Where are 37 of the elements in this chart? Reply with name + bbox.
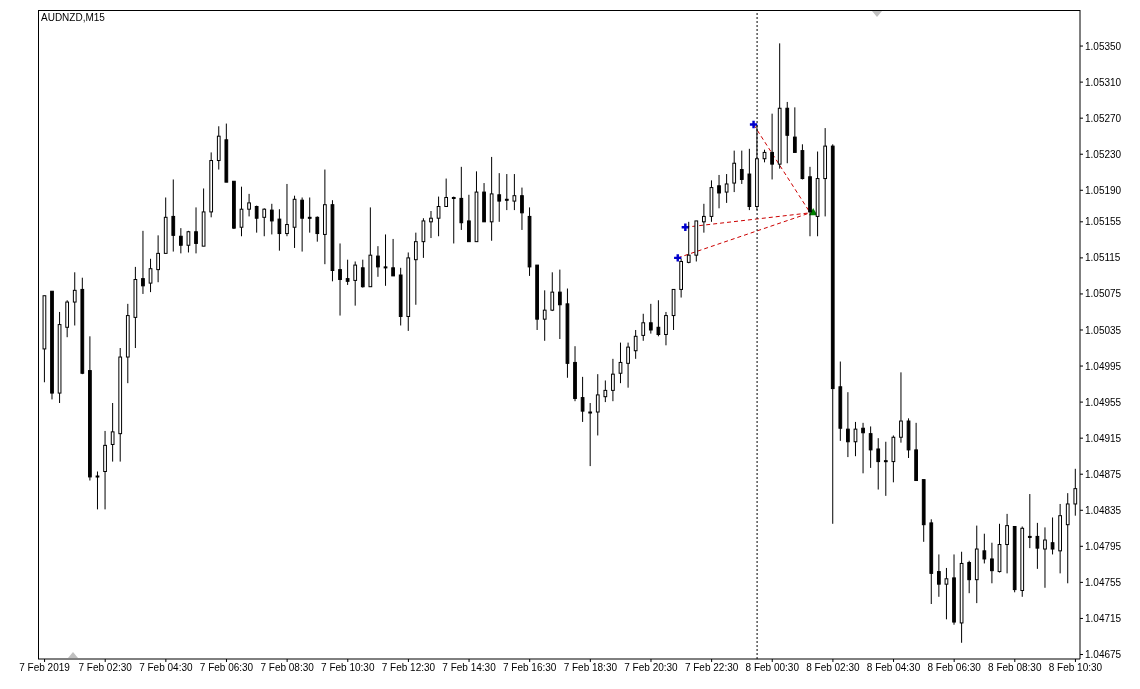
y-tick-label: 1.05350 <box>1085 40 1122 52</box>
y-tick-label: 1.04915 <box>1085 432 1122 444</box>
chart-title: AUDNZD,M15 <box>41 12 105 23</box>
x-tick-label: 8 Feb 10:30 <box>1048 662 1103 674</box>
y-tick-label: 1.05190 <box>1085 184 1122 196</box>
x-tick-label: 7 Feb 04:30 <box>139 662 193 674</box>
y-tick-label: 1.04875 <box>1085 468 1122 480</box>
y-tick-label: 1.04955 <box>1085 396 1122 408</box>
x-tick-label: 7 Feb 2019 <box>19 662 71 674</box>
y-tick-label: 1.04675 <box>1085 649 1122 661</box>
x-tick-label: 7 Feb 18:30 <box>563 662 618 674</box>
x-tick-label: 7 Feb 10:30 <box>321 662 375 674</box>
y-tick-label: 1.05155 <box>1085 216 1122 228</box>
x-tick-label: 7 Feb 20:30 <box>624 662 679 674</box>
y-tick-label: 1.05035 <box>1085 324 1122 336</box>
x-tick-label: 7 Feb 14:30 <box>442 662 497 674</box>
y-tick-label: 1.04835 <box>1085 504 1122 516</box>
y-tick-label: 1.05115 <box>1085 252 1121 264</box>
x-tick-label: 7 Feb 02:30 <box>78 662 133 674</box>
y-tick-label: 1.05310 <box>1085 76 1122 88</box>
x-tick-label: 8 Feb 02:30 <box>806 662 861 674</box>
y-tick-label: 1.04755 <box>1085 576 1122 588</box>
y-tick-label: 1.04795 <box>1085 540 1122 552</box>
x-tick-label: 8 Feb 00:30 <box>745 662 800 674</box>
x-tick-label: 7 Feb 22:30 <box>684 662 739 674</box>
x-tick-label: 7 Feb 08:30 <box>260 662 315 674</box>
y-tick-label: 1.04715 <box>1085 612 1122 624</box>
y-tick-label: 1.05230 <box>1085 148 1122 160</box>
x-tick-label: 8 Feb 06:30 <box>927 662 982 674</box>
y-tick-label: 1.04995 <box>1085 360 1122 372</box>
y-tick-label: 1.05075 <box>1085 288 1122 300</box>
x-tick-label: 7 Feb 16:30 <box>503 662 557 674</box>
y-tick-label: 1.05270 <box>1085 112 1122 124</box>
x-tick-label: 8 Feb 04:30 <box>866 662 921 674</box>
x-tick-label: 7 Feb 06:30 <box>199 662 254 674</box>
x-tick-label: 7 Feb 12:30 <box>381 662 436 674</box>
x-tick-label: 8 Feb 08:30 <box>988 662 1042 674</box>
